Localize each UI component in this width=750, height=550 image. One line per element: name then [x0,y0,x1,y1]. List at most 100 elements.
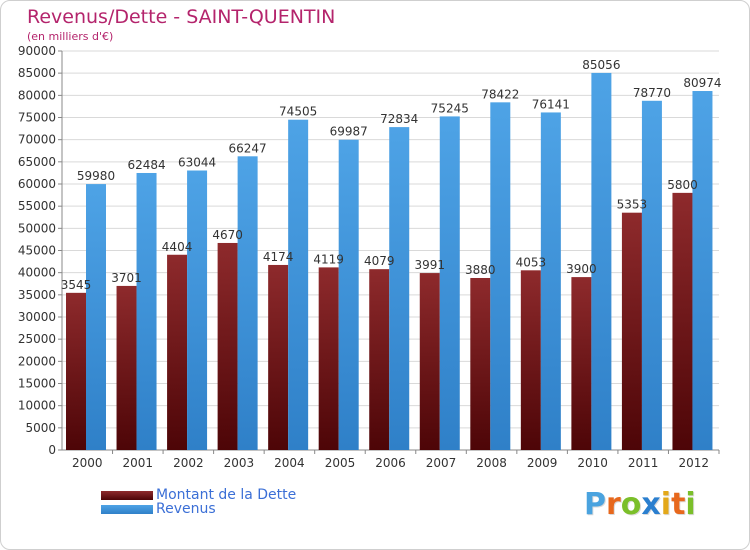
y-tick-label: 30000 [18,310,56,324]
debt-value-label: 4119 [313,252,344,266]
y-tick-label: 50000 [18,221,56,235]
legend-label-revenue: Revenus [156,501,216,517]
logo-letter: P [584,487,606,522]
y-tick-label: 45000 [18,244,56,258]
y-tick-label: 80000 [18,88,56,102]
logo-letter: r [606,487,621,522]
revenue-value-label: 85056 [582,58,620,72]
x-tick-label: 2001 [123,456,154,470]
x-tick-label: 2006 [375,456,406,470]
revenue-value-label: 80974 [683,76,721,90]
revenue-bar [540,112,561,451]
legend-item-revenue: Revenus [101,501,296,517]
debt-bar [318,267,339,450]
debt-value-label: 4053 [516,255,547,269]
debt-bar [571,277,592,450]
chart-subtitle: (en milliers d'€) [27,30,114,43]
x-tick-label: 2012 [678,456,709,470]
x-tick-label: 2009 [527,456,558,470]
legend-swatch-debt [101,490,153,500]
debt-value-label: 3545 [61,278,92,292]
revenue-bar [288,119,309,450]
y-tick-label: 5000 [25,421,56,435]
revenue-value-label: 78770 [633,86,671,100]
y-tick-label: 60000 [18,177,56,191]
y-tick-label: 85000 [18,66,56,80]
logo-letter: i [685,487,696,522]
revenue-bar [641,100,662,451]
debt-bar [419,273,440,450]
y-tick-label: 20000 [18,354,56,368]
y-tick-label: 90000 [18,44,56,58]
revenue-bar [136,172,157,450]
revenue-value-label: 76141 [532,97,570,111]
debt-value-label: 3701 [111,271,142,285]
y-tick-label: 55000 [18,199,56,213]
logo-letter: t [671,487,686,522]
revenue-bar [389,127,410,450]
x-tick-label: 2004 [274,456,305,470]
debt-value-label: 4404 [162,240,193,254]
y-tick-label: 70000 [18,133,56,147]
y-tick-label: 25000 [18,332,56,346]
revenue-bar [591,72,612,451]
revenue-bar [692,91,713,451]
revenue-bar [237,156,258,450]
revenue-value-label: 66247 [229,141,267,155]
debt-value-label: 3880 [465,263,496,277]
y-tick-label: 15000 [18,377,56,391]
revenue-bar [187,170,208,450]
y-tick-label: 65000 [18,155,56,169]
x-tick-label: 2008 [476,456,507,470]
logo-letter: x [641,487,661,522]
debt-bar [470,277,491,450]
revenue-bar [490,102,511,450]
y-tick-label: 0 [48,443,56,457]
x-tick-label: 2000 [72,456,103,470]
debt-bar [520,270,541,450]
legend-swatch-revenue [101,504,153,514]
debt-bar [369,269,390,450]
debt-value-label: 5353 [617,198,648,212]
debt-value-label: 4670 [212,228,243,242]
legend: Montant de la Dette Revenus [101,487,297,517]
revenue-bar [338,139,359,450]
x-tick-label: 2003 [224,456,255,470]
x-tick-label: 2005 [325,456,356,470]
y-tick-label: 35000 [18,288,56,302]
y-tick-label: 40000 [18,266,56,280]
debt-value-label: 4079 [364,254,395,268]
revenue-value-label: 74505 [279,105,317,119]
revenue-value-label: 78422 [481,87,519,101]
debt-value-label: 4174 [263,250,294,264]
proxiti-logo: Proxiti [584,487,696,522]
x-tick-label: 2007 [426,456,457,470]
axis-layer: 0 5000 10000 15000 20000 25000 30000 35000 40000… [18,44,720,470]
debt-bar [66,292,86,450]
revenue-bar [439,116,460,451]
bar-layer [66,72,713,451]
debt-value-label: 3900 [566,262,597,276]
revenue-value-label: 69987 [330,125,368,139]
y-tick-label: 10000 [18,399,56,413]
logo-letter: i [660,487,672,522]
revenue-value-label: 59980 [77,169,115,183]
debt-bar [116,285,137,450]
debt-bar [672,192,693,450]
revenue-value-label: 62484 [127,158,165,172]
revenue-value-label: 72834 [380,112,418,126]
label-layer: 3545 59980 3701 62484 4404 63044 4670 66247 4174… [61,58,722,292]
revenue-bar [86,184,106,450]
debt-bar [268,264,289,450]
debt-value-label: 5800 [667,178,698,192]
y-tick-label: 75000 [18,111,56,125]
x-tick-label: 2011 [628,456,659,470]
legend-label-debt: Montant de la Dette [156,487,297,503]
x-tick-label: 2010 [577,456,608,470]
revenue-value-label: 75245 [431,101,469,115]
legend-item-debt: Montant de la Dette [101,487,297,503]
debt-value-label: 3991 [414,258,445,272]
debt-bar [167,254,188,450]
